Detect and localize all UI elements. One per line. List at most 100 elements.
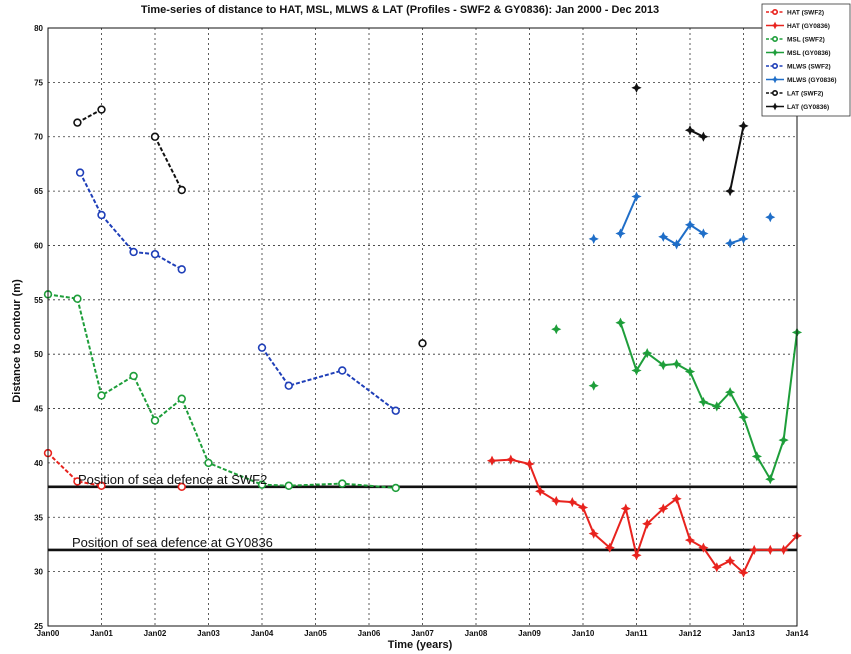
- legend-marker: [771, 48, 779, 57]
- legend-entry: HAT (GY0836): [787, 23, 830, 30]
- legend-entry: MLWS (SWF2): [787, 63, 831, 70]
- sea-defence-label: Position of sea defence at SWF2: [78, 472, 267, 487]
- x-tick-label: Jan03: [197, 629, 220, 638]
- y-tick-label: 50: [34, 350, 43, 359]
- data-point: [698, 131, 709, 142]
- series-msl-gy0836: [551, 317, 803, 485]
- x-axis-label: Time (years): [388, 639, 453, 651]
- y-tick-label: 35: [34, 513, 43, 522]
- data-point: [129, 371, 138, 381]
- data-point: [75, 168, 85, 177]
- data-point: [724, 185, 736, 197]
- data-point: [671, 493, 682, 504]
- data-point: [505, 454, 516, 465]
- data-point: [724, 238, 736, 249]
- data-point: [671, 358, 682, 370]
- series-line: [619, 322, 798, 482]
- data-point: [615, 317, 626, 328]
- data-point: [551, 324, 562, 335]
- data-point: [711, 401, 722, 412]
- data-point: [577, 502, 589, 513]
- data-point: [97, 105, 106, 114]
- data-point: [338, 479, 347, 488]
- data-series: [43, 82, 803, 578]
- data-point: [535, 486, 546, 497]
- data-point: [684, 219, 696, 230]
- x-tick-label: Jan13: [732, 629, 755, 638]
- data-point: [604, 542, 615, 553]
- data-point: [738, 233, 749, 245]
- data-point: [631, 365, 642, 376]
- data-point: [551, 495, 562, 507]
- data-point: [486, 455, 498, 466]
- data-point: [631, 82, 642, 93]
- legend-marker: [771, 102, 779, 111]
- data-point: [73, 294, 82, 303]
- legend-marker: [771, 90, 778, 97]
- legend-marker: [771, 75, 779, 84]
- legend-marker: [771, 35, 778, 42]
- x-tick-label: Jan05: [304, 629, 327, 638]
- data-point: [698, 542, 709, 553]
- annotations: Position of sea defence at SWF2 Position …: [72, 472, 273, 550]
- data-point: [642, 518, 653, 529]
- data-point: [588, 380, 599, 391]
- data-point: [524, 458, 535, 470]
- tick-labels: Jan00 Jan01 Jan02 Jan03 Jan04 Jan05 Jan06 Jan07…: [34, 24, 809, 638]
- y-tick-label: 70: [34, 133, 43, 142]
- data-point: [284, 481, 293, 490]
- legend-entry: HAT (SWF2): [787, 9, 824, 16]
- data-point: [150, 132, 160, 141]
- y-tick-label: 60: [34, 241, 43, 250]
- series-msl-swf2: [43, 290, 400, 493]
- sea-defence-label: Position of sea defence at GY0836: [72, 535, 273, 550]
- data-point: [615, 228, 626, 239]
- x-tick-label: Jan10: [572, 629, 595, 638]
- data-point: [765, 544, 776, 555]
- data-point: [97, 210, 106, 220]
- x-tick-label: Jan14: [786, 629, 809, 638]
- data-point: [749, 544, 760, 556]
- series-line: [491, 458, 798, 575]
- x-tick-label: Jan02: [144, 629, 167, 638]
- y-tick-label: 45: [34, 405, 43, 414]
- chart-title: Time-series of distance to HAT, MSL, MLW…: [141, 4, 659, 16]
- data-point: [338, 366, 347, 375]
- series-line: [729, 125, 745, 192]
- series-line: [662, 223, 704, 246]
- data-point: [97, 391, 106, 400]
- data-point: [177, 394, 186, 403]
- data-point: [765, 474, 776, 485]
- data-point: [257, 343, 267, 352]
- data-point: [177, 265, 186, 274]
- data-point: [724, 387, 736, 398]
- legend-box: [761, 3, 851, 117]
- series-mlws-gy0836: [588, 191, 776, 250]
- x-tick-label: Jan01: [90, 629, 113, 638]
- reference-lines: [48, 485, 797, 552]
- data-point: [738, 120, 749, 132]
- data-point: [257, 480, 267, 489]
- data-point: [567, 496, 578, 508]
- x-tick-label: Jan07: [411, 629, 434, 638]
- data-point: [684, 366, 696, 377]
- legend-marker: [771, 62, 778, 69]
- legend-entry: MSL (SWF2): [787, 36, 825, 43]
- legend-entry: LAT (GY0836): [787, 104, 829, 111]
- data-point: [631, 550, 642, 561]
- data-point: [778, 544, 789, 556]
- series-line: [261, 347, 397, 412]
- y-tick-label: 25: [34, 622, 43, 631]
- data-point: [658, 503, 669, 514]
- series-line: [76, 108, 102, 124]
- data-point: [631, 191, 642, 202]
- legend-entry: LAT (SWF2): [787, 90, 823, 97]
- x-tick-label: Jan09: [518, 629, 541, 638]
- x-tick-label: Jan11: [625, 629, 648, 638]
- x-tick-label: Jan04: [251, 629, 274, 638]
- series-line: [47, 293, 396, 489]
- data-point: [642, 347, 653, 359]
- y-tick-label: 65: [34, 187, 43, 196]
- data-point: [391, 483, 400, 493]
- x-tick-label: Jan00: [37, 629, 60, 638]
